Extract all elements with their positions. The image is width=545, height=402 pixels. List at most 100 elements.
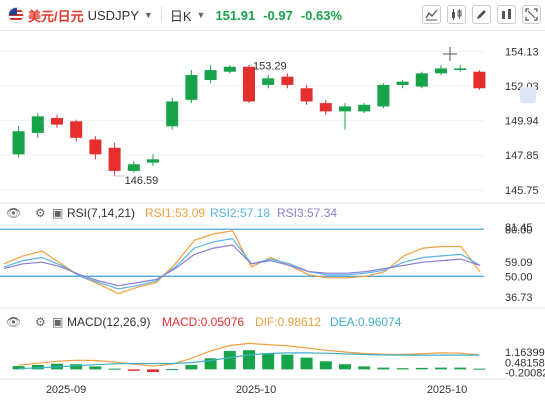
timeframe-dropdown-icon[interactable]: ▼ [196, 10, 206, 20]
candle-body [300, 88, 313, 102]
macd-histogram-bar [223, 350, 236, 370]
candle-body [262, 78, 275, 85]
rsi3-label: RSI3:57.34 [277, 206, 337, 220]
candle-body [396, 81, 409, 85]
last-price: 151.91 [215, 7, 256, 23]
watermark-icon [520, 87, 536, 103]
low-price-label: 146.59 [125, 175, 159, 187]
fullscreen-icon[interactable] [522, 5, 541, 24]
candle-body [339, 106, 351, 112]
rsi-tick-label: 80.00 [505, 224, 533, 236]
macd-histogram-bar [243, 350, 255, 370]
macd-histogram-bar [415, 367, 428, 370]
macd-histogram-bar [166, 369, 179, 371]
line-chart-icon[interactable] [422, 5, 441, 24]
price-change: -0.97 [263, 7, 293, 23]
macd-histogram-bar [31, 364, 44, 370]
macd-histogram-bar [89, 366, 102, 370]
chart-header: 美元/日元 USDJPY ▼ 日K ▼ 151.91 -0.97 -0.63% [0, 0, 545, 31]
macd-histogram-bar [473, 368, 486, 370]
macd-histogram-bar [319, 361, 332, 370]
rsi2-label: RSI2:57.18 [210, 206, 270, 220]
us-jp-flag-icon [8, 7, 24, 23]
macd-histogram-bar [204, 358, 217, 370]
macd-value-label: MACD:0.05076 [162, 315, 244, 329]
candle-body [223, 66, 236, 72]
candle-body [415, 73, 428, 87]
pencil-icon[interactable] [472, 5, 491, 24]
dif-label: DIF:0.98612 [255, 315, 321, 329]
macd-histogram-bar [281, 354, 294, 370]
macd-histogram-bar [454, 367, 467, 370]
candle-body [127, 164, 140, 171]
macd-histogram-bar [108, 368, 121, 370]
toolbar [416, 5, 541, 24]
eye-icon[interactable]: 👁 [6, 206, 21, 220]
macd-histogram-bar [127, 369, 140, 371]
candle-body [377, 84, 390, 107]
settings-icon[interactable]: ⚙ [35, 206, 46, 220]
rsi-tick-label: 81.45 [505, 222, 533, 234]
panel-toggle-icon[interactable]: ▣ [52, 315, 63, 329]
macd-histogram-bar [12, 366, 25, 370]
macd-histogram-bar [147, 369, 159, 373]
rsi2-line [3, 238, 481, 290]
price-tick-label: 147.85 [505, 150, 539, 162]
price-change-pct: -0.63% [300, 7, 343, 23]
candle-body [70, 121, 83, 138]
high-price-label: 153.29 [253, 60, 287, 72]
macd-histogram-bar [396, 368, 409, 370]
x-axis: 2025-09 2025-10 2025-10 [0, 378, 545, 396]
macd-tick-label: 1.16399 [505, 347, 545, 359]
candle-body [454, 68, 467, 71]
macd-tick-label: 0.48158 [505, 357, 545, 369]
settings-icon[interactable]: ⚙ [35, 315, 46, 329]
dea-line [18, 352, 480, 370]
candle-body [89, 139, 102, 155]
candle-body [243, 66, 255, 102]
candle-body [51, 118, 63, 125]
price-tick-label: 149.94 [505, 116, 539, 128]
rsi-tick-label: 50.00 [505, 271, 533, 283]
macd-histogram-bar [339, 364, 351, 370]
divider [160, 7, 162, 23]
x-tick-label: 2025-09 [46, 384, 86, 396]
candle-body [12, 131, 25, 155]
rsi1-line [3, 230, 481, 295]
price-tick-label: 154.13 [505, 46, 539, 58]
rsi-label: RSI(7,14,21) [67, 206, 135, 220]
rsi-tick-label: 36.73 [505, 292, 533, 304]
rsi3-line [3, 244, 481, 287]
candle-body [435, 68, 447, 74]
candlestick-icon[interactable] [447, 5, 466, 24]
candle-body [319, 103, 332, 112]
rsi-tick-label: 59.09 [505, 257, 533, 269]
macd-label: MACD(12,26,9) [67, 315, 150, 329]
candle-body [358, 104, 371, 112]
macd-histogram-bar [300, 357, 313, 370]
candle-body [166, 101, 179, 127]
symbol-name[interactable]: 美元/日元 [28, 8, 84, 24]
price-tick-label: 145.75 [505, 185, 539, 197]
macd-tick-label: -0.20082 [505, 367, 545, 379]
macd-histogram-bar [377, 367, 390, 370]
panel-toggle-icon[interactable]: ▣ [52, 206, 63, 220]
rsi-panel: 👁 ⚙ ▣ RSI(7,14,21) RSI1:53.09 RSI2:57.18… [0, 206, 545, 309]
dea-label: DEA:0.96074 [330, 315, 402, 329]
symbol-code[interactable]: USDJPY [87, 7, 139, 23]
x-tick-label: 2025-10 [427, 384, 467, 396]
x-tick-label: 2025-10 [236, 384, 276, 396]
indicator-icon[interactable] [497, 5, 516, 24]
symbol-dropdown-icon[interactable]: ▼ [143, 10, 153, 20]
candle-body [281, 76, 294, 85]
candle-body [473, 71, 486, 89]
candle-body [31, 116, 44, 133]
eye-icon[interactable]: 👁 [6, 315, 21, 329]
macd-histogram-bar [358, 366, 371, 370]
candle-body [185, 75, 198, 100]
timeframe-selector[interactable]: 日K [169, 8, 192, 24]
macd-histogram-bar [262, 353, 275, 370]
candle-body [204, 70, 217, 80]
